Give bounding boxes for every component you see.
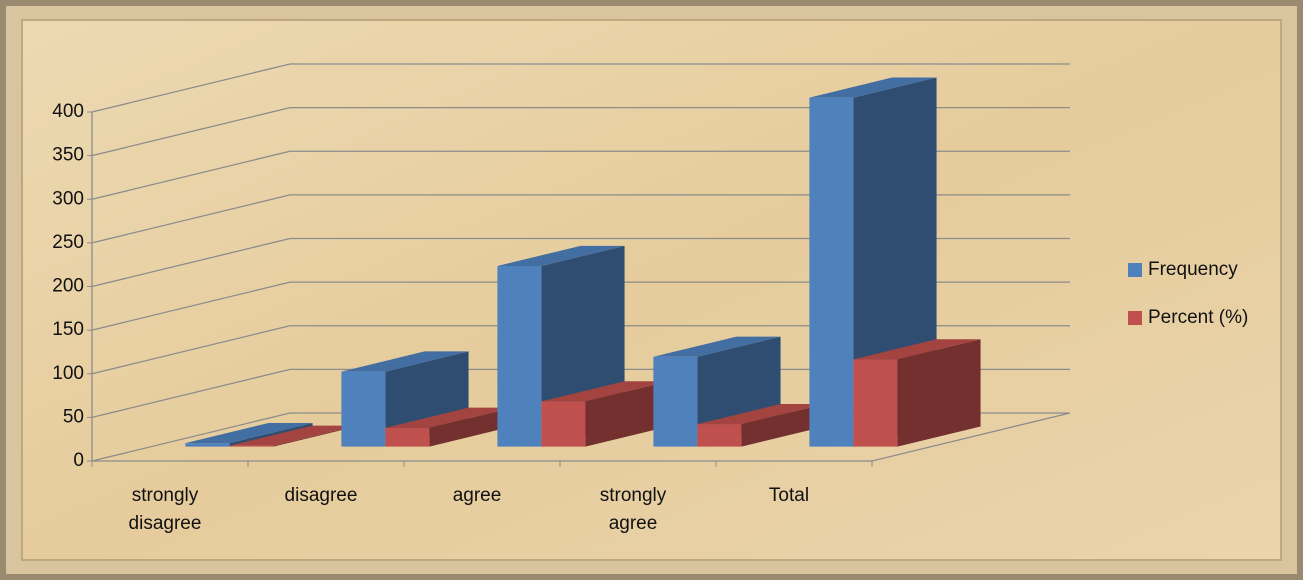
y-tick-label: 300 [52, 188, 84, 209]
x-tick-label: disagree [266, 482, 376, 510]
bar-front [497, 266, 541, 447]
x-tick-label: agree [422, 482, 532, 510]
plot-background [22, 20, 1281, 560]
x-tick-label: Total [734, 482, 844, 510]
x-tick-label: strongly disagree [110, 482, 220, 538]
bar-front [341, 372, 385, 447]
bar-front [229, 446, 273, 447]
bar-front [385, 428, 429, 447]
bar-front [809, 98, 853, 447]
x-tick-label: strongly agree [578, 482, 688, 538]
y-tick-label: 50 [63, 406, 84, 427]
legend-swatch [1128, 311, 1142, 325]
chart-frame: 0 50 100 150 200 250 300 350 400 Frequency Percent… [0, 0, 1303, 580]
legend-label: Frequency [1148, 259, 1238, 280]
y-tick-label: 100 [52, 363, 84, 384]
bar-front [697, 424, 741, 446]
y-tick-label: 0 [73, 450, 84, 471]
bar [853, 339, 980, 446]
y-tick-label: 250 [52, 232, 84, 253]
bar-front [541, 401, 585, 446]
y-tick-label: 350 [52, 145, 84, 166]
y-tick-label: 200 [52, 276, 84, 297]
legend-swatch [1128, 263, 1142, 277]
bar-front [185, 443, 229, 446]
bar-front [853, 359, 897, 446]
y-tick-label: 150 [52, 319, 84, 340]
y-tick-label: 400 [52, 101, 84, 122]
legend-label: Percent (%) [1148, 307, 1248, 328]
bar-front [653, 357, 697, 447]
